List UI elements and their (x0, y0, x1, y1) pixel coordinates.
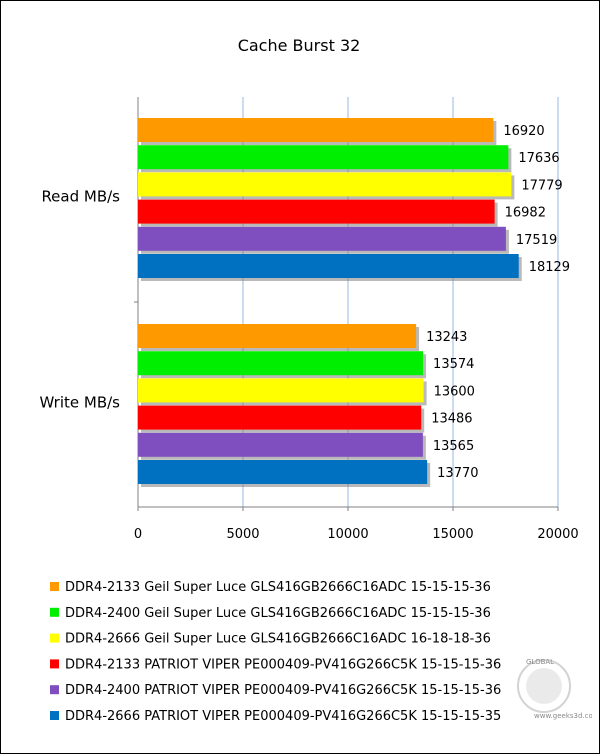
value-label: 13243 (426, 330, 467, 345)
value-label: 13600 (434, 384, 475, 399)
bar-read-5 (138, 226, 506, 251)
legend: DDR4-2133 Geil Super Luce GLS416GB2666C1… (50, 580, 501, 724)
bar-write-2 (138, 351, 424, 376)
bar-write-6 (138, 460, 428, 484)
bar-write-5 (138, 432, 423, 457)
category-label-write: Write MB/s (40, 394, 121, 412)
value-label: 13574 (433, 357, 474, 372)
tick-label-20000: 20000 (537, 527, 578, 542)
legend-label: DDR4-2666 Geil Super Luce GLS416GB2666C1… (65, 632, 491, 647)
tick-label-0: 0 (134, 527, 142, 542)
bars (138, 118, 522, 487)
tick-labels: 0 5000 10000 15000 20000 (134, 527, 579, 542)
legend-swatch (50, 582, 59, 591)
legend-swatch (50, 685, 59, 695)
category-label-read: Read MB/s (41, 188, 120, 206)
value-labels: 16920 17636 17779 16982 17519 18129 13243 13574… (426, 124, 570, 481)
legend-label: DDR4-2400 PATRIOT VIPER PE000409-PV416G2… (65, 683, 501, 698)
value-label: 16982 (505, 206, 546, 221)
legend-label: DDR4-2400 Geil Super Luce GLS416GB2666C1… (65, 606, 491, 621)
value-label: 13565 (433, 439, 474, 454)
value-label: 16920 (503, 124, 544, 139)
watermark-url: www.geeks3d.com (534, 712, 592, 720)
bar-read-3 (138, 172, 512, 197)
legend-swatch (50, 607, 59, 617)
bar-write-4 (138, 405, 422, 430)
value-label: 18129 (529, 260, 570, 275)
value-label: 17636 (518, 151, 559, 166)
tick-label-10000: 10000 (327, 527, 368, 542)
legend-label: DDR4-2666 PATRIOT VIPER PE000409-PV416G2… (65, 709, 501, 724)
bar-read-1 (138, 118, 494, 142)
value-label: 13486 (431, 412, 472, 427)
chart-title: Cache Burst 32 (238, 36, 361, 55)
value-label: 17519 (516, 233, 557, 248)
category-labels: Read MB/s Write MB/s (40, 188, 121, 412)
legend-label: DDR4-2133 Geil Super Luce GLS416GB2666C1… (65, 580, 491, 595)
value-label: 17779 (521, 178, 562, 193)
legend-swatch (50, 711, 59, 720)
legend-label: DDR4-2133 PATRIOT VIPER PE000409-PV416G2… (65, 657, 501, 672)
bar-read-2 (138, 145, 509, 170)
watermark-brand: GLOBAL (526, 658, 554, 666)
bar-read-6 (138, 254, 519, 278)
legend-swatch (50, 633, 59, 643)
watermark-logo: GLOBAL www.geeks3d.com (517, 658, 592, 720)
tick-label-5000: 5000 (226, 527, 259, 542)
value-label: 13770 (437, 466, 478, 481)
bar-write-1 (138, 324, 417, 348)
tick-label-15000: 15000 (432, 527, 473, 542)
legend-swatch (50, 659, 59, 669)
bar-read-4 (138, 199, 495, 224)
bar-write-3 (138, 378, 424, 403)
